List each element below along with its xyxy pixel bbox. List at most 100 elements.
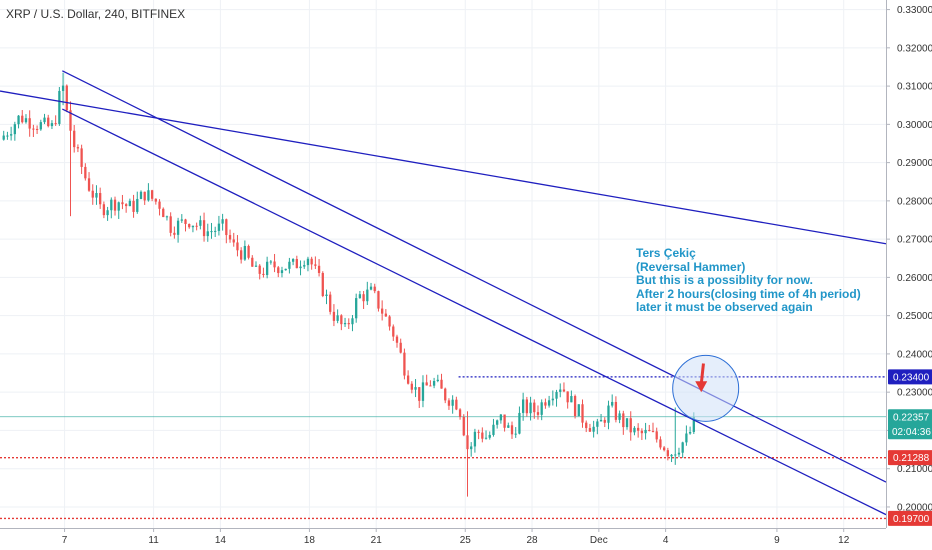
candle-body — [73, 130, 76, 148]
candle-body — [24, 118, 28, 123]
candle-body — [329, 294, 332, 312]
price-badge-label: 0.23400 — [893, 372, 930, 383]
candle-body — [288, 261, 291, 269]
candle-body — [644, 429, 647, 434]
candle-body — [269, 261, 272, 263]
candle-body — [291, 259, 295, 262]
candle-body — [496, 420, 499, 425]
candle-body — [692, 416, 695, 432]
candle-body — [2, 135, 5, 140]
candle-body — [32, 128, 35, 130]
time-axis[interactable]: 7 11 14 18 21 25 28 Dec 4 9 12 — [0, 528, 886, 546]
candle-body — [310, 258, 313, 265]
candle-body — [566, 391, 569, 403]
candle-body — [9, 134, 13, 136]
candle-body — [377, 291, 380, 309]
candle-body — [521, 399, 525, 413]
price-badges: 0.23400 0.21288 0.19700 0.22357 02:04:36 — [888, 369, 932, 526]
price-badge — [888, 450, 932, 466]
candle-body — [262, 273, 265, 275]
candle-body — [688, 431, 692, 434]
annotation-line: (Reversal Hammer) — [636, 259, 746, 274]
price-axis[interactable]: 0.33000 0.32000 0.31000 0.30000 0.29000 0.280… — [886, 0, 932, 528]
candle-body — [110, 199, 113, 211]
candle-body — [507, 425, 510, 428]
candle-body — [444, 388, 447, 401]
candle-body — [544, 402, 547, 406]
candle-body — [533, 402, 536, 413]
candle-body — [395, 336, 399, 343]
candle-body — [184, 219, 187, 225]
highlight-circle — [672, 354, 740, 422]
candle-body — [169, 216, 172, 233]
candle-body — [388, 316, 391, 327]
annotation-line: later it must be observed again — [636, 300, 813, 314]
trendline — [62, 108, 887, 516]
candle-body — [481, 432, 484, 439]
candle-body — [447, 400, 451, 406]
price-tick-label: 0.23000 — [897, 388, 932, 399]
candle-body — [117, 202, 120, 211]
candle-body — [39, 122, 42, 130]
candle-body — [199, 220, 202, 226]
candle-body — [225, 219, 228, 236]
candle-body — [95, 193, 98, 198]
candle-body — [214, 230, 217, 232]
time-tick-label: 21 — [371, 535, 383, 546]
time-tick-label: 28 — [526, 535, 538, 546]
candle-body — [551, 398, 554, 401]
candle-body — [340, 315, 343, 325]
candle-body — [232, 239, 235, 243]
candle-body — [462, 416, 465, 436]
price-tick-label: 0.21000 — [897, 464, 932, 475]
candle-body — [466, 435, 469, 450]
candle-body — [150, 190, 154, 199]
candle-body — [503, 414, 506, 428]
candle-body — [240, 250, 243, 260]
candle-body — [113, 199, 117, 211]
trendlines[interactable] — [0, 70, 887, 516]
candle-body — [273, 261, 276, 268]
candle-body — [176, 220, 180, 235]
candle-body — [625, 418, 629, 428]
candle-body — [247, 245, 250, 258]
chart-title: XRP / U.S. Dollar, 240, BITFINEX — [6, 7, 186, 21]
candle-body — [410, 383, 413, 390]
countdown-label: 02:04:36 — [892, 427, 931, 438]
candle-body — [28, 118, 31, 129]
candle-body — [69, 110, 72, 131]
candle-body — [659, 439, 662, 448]
chart-grid — [0, 0, 886, 528]
annotation-line: Ters Çekiç — [636, 246, 696, 260]
candle-body — [599, 419, 603, 422]
candle-body — [392, 326, 395, 337]
candle-body — [158, 201, 161, 209]
candle-body — [47, 117, 50, 127]
candle-body — [603, 419, 606, 423]
arrow-head-icon — [695, 381, 708, 393]
candle-body — [477, 431, 480, 433]
candle-body — [35, 128, 39, 130]
time-tick-label: 4 — [663, 535, 669, 546]
candle-body — [592, 426, 595, 432]
candle-body — [358, 294, 362, 299]
candle-body — [510, 425, 514, 435]
candle-body — [162, 208, 165, 218]
candle-body — [488, 434, 491, 438]
candle-body — [362, 294, 365, 302]
candle-body — [143, 191, 146, 201]
candle-body — [6, 135, 9, 137]
candle-body — [440, 379, 443, 389]
candle-body — [254, 265, 258, 267]
candle-body — [99, 193, 102, 205]
candle-body — [547, 400, 551, 406]
candle-body — [499, 414, 503, 421]
time-tick-label: 25 — [460, 535, 472, 546]
candle-body — [351, 318, 354, 325]
time-tick-label: 14 — [215, 535, 227, 546]
candle-body — [336, 315, 339, 321]
candle-body — [195, 225, 198, 227]
candle-body — [570, 396, 573, 403]
candle-body — [585, 422, 588, 429]
